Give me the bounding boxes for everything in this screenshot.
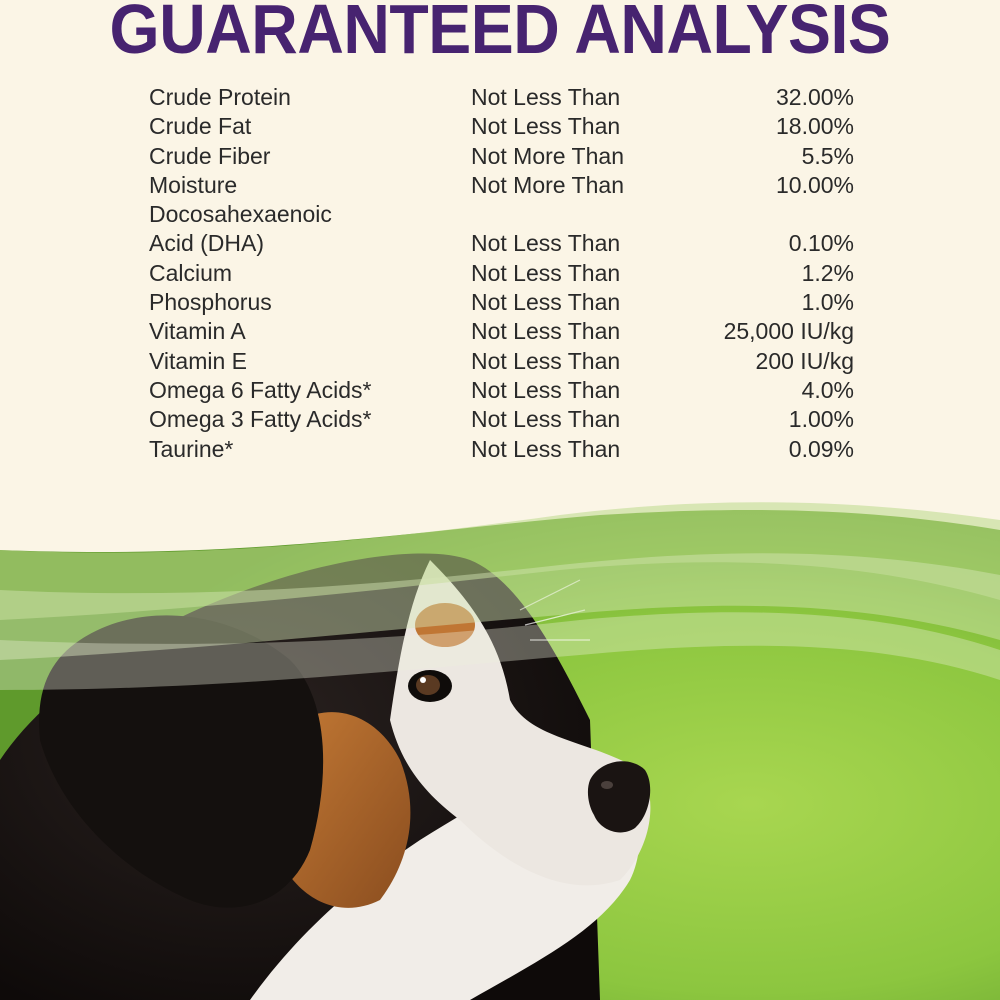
nutrient-value: 5.5% xyxy=(801,142,854,169)
nutrient-value: 1.00% xyxy=(788,406,854,433)
nutrient-name: Crude Fiber xyxy=(149,142,271,169)
guaranteed-analysis-heading: GUARANTEED ANALYSIS xyxy=(109,0,891,68)
table-row: Omega 6 Fatty Acids* Not Less Than 4.0% xyxy=(149,376,854,405)
nutrient-name: Docosahexaenoic xyxy=(149,201,332,228)
table-row: Vitamin E Not Less Than 200 IU/kg xyxy=(149,347,854,376)
nutrient-qualifier: Not Less Than xyxy=(471,113,621,140)
nutrient-value: 200 IU/kg xyxy=(755,347,854,374)
nutrient-qualifier: Not Less Than xyxy=(471,289,621,316)
table-row: Omega 3 Fatty Acids* Not Less Than 1.00% xyxy=(149,405,854,434)
nutrient-name: Omega 3 Fatty Acids* xyxy=(149,406,372,433)
table-row: Taurine* Not Less Than 0.09% xyxy=(149,435,854,464)
table-row: Moisture Not More Than 10.00% xyxy=(149,171,854,200)
nutrient-qualifier: Not Less Than xyxy=(471,435,621,462)
nutrient-name: Acid (DHA) xyxy=(149,230,265,257)
nutrient-name: Crude Fat xyxy=(149,113,252,140)
nutrient-value: 25,000 IU/kg xyxy=(723,318,854,345)
nutrient-qualifier: Not More Than xyxy=(471,142,624,169)
nutrient-value: 0.09% xyxy=(788,435,854,462)
nutrient-value: 4.0% xyxy=(801,376,854,403)
nutrient-name: Moisture xyxy=(149,171,238,198)
nutrient-qualifier: Not More Than xyxy=(471,171,624,198)
nutrient-name: Omega 6 Fatty Acids* xyxy=(149,376,372,403)
nutrient-value: 32.00% xyxy=(775,84,854,110)
table-row: Crude Fiber Not More Than 5.5% xyxy=(149,142,854,171)
nutrient-name: Vitamin A xyxy=(149,318,246,345)
table-row: Vitamin A Not Less Than 25,000 IU/kg xyxy=(149,317,854,346)
table-row: Crude Fat Not Less Than 18.00% xyxy=(149,112,854,141)
nutrient-name: Phosphorus xyxy=(149,289,272,316)
nutrient-name: Taurine* xyxy=(149,435,234,462)
table-row: Calcium Not Less Than 1.2% xyxy=(149,259,854,288)
nutrient-name: Calcium xyxy=(149,259,233,286)
nutrient-qualifier: Not Less Than xyxy=(471,347,621,374)
nutrient-value: 10.00% xyxy=(775,171,854,198)
table-row: Docosahexaenoic xyxy=(149,200,854,229)
table-row: Crude Protein Not Less Than 32.00% xyxy=(149,83,854,112)
nutrient-value: 0.10% xyxy=(788,230,854,257)
table-row: Phosphorus Not Less Than 1.0% xyxy=(149,288,854,317)
nutrient-value: 1.2% xyxy=(801,259,854,286)
analysis-table: Crude Protein Not Less Than 32.00% Crude F… xyxy=(149,83,854,464)
nutrient-value: 1.0% xyxy=(801,289,854,316)
table-row: Acid (DHA) Not Less Than 0.10% xyxy=(149,229,854,258)
nutrient-qualifier: Not Less Than xyxy=(471,230,621,257)
nutrient-qualifier: Not Less Than xyxy=(471,259,621,286)
nutrient-qualifier: Not Less Than xyxy=(471,376,621,403)
nutrient-qualifier: Not Less Than xyxy=(471,318,621,345)
nutrient-value: 18.00% xyxy=(775,113,854,140)
nutrient-qualifier: Not Less Than xyxy=(471,84,621,110)
nutrient-name: Crude Protein xyxy=(149,84,291,110)
nutrient-name: Vitamin E xyxy=(149,347,248,374)
nutrient-qualifier: Not Less Than xyxy=(471,406,621,433)
